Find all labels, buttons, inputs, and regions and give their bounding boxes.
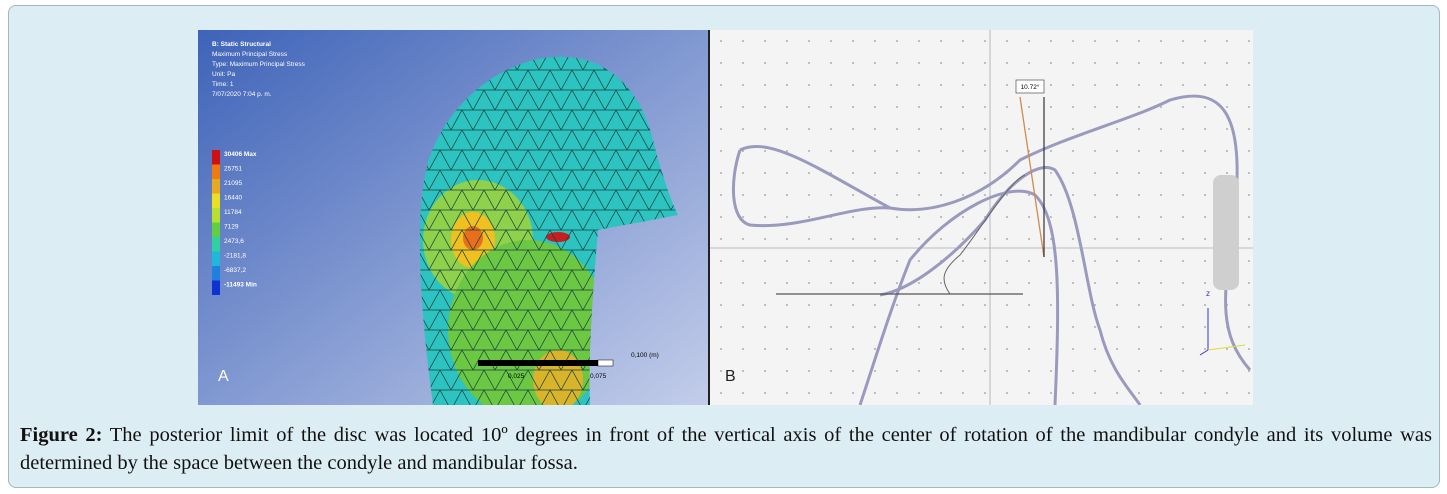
header-line: B: Static Structural	[212, 41, 271, 48]
legend-label: 2473,6	[224, 238, 244, 245]
figure-image: B: Static Structural Maximum Principal S…	[198, 30, 1253, 405]
caption-label: Figure 2:	[20, 424, 102, 446]
legend-label: 30406 Max	[224, 151, 257, 158]
scale-label: 0,075	[590, 373, 607, 380]
legend-swatch	[212, 150, 220, 165]
axis-label: z	[1206, 289, 1210, 298]
legend-swatch	[212, 223, 220, 238]
legend-label: 25751	[224, 166, 242, 173]
page: B: Static Structural Maximum Principal S…	[0, 0, 1447, 494]
legend-swatch	[212, 252, 220, 267]
legend-swatch	[212, 194, 220, 209]
panel-label: A	[218, 368, 229, 385]
caption-text: The posterior limit of the disc was loca…	[20, 424, 1432, 474]
legend-label: 21095	[224, 180, 242, 187]
legend-label: 11784	[224, 209, 242, 216]
legend-swatch	[212, 179, 220, 194]
header-line: Unit: Pa	[212, 71, 236, 78]
legend-swatch	[212, 165, 220, 180]
legend-swatch	[212, 208, 220, 223]
panel-a: B: Static Structural Maximum Principal S…	[198, 30, 708, 405]
legend-label: 16440	[224, 195, 242, 202]
legend-label: -2181,8	[224, 253, 246, 260]
scale-label: 0,025	[508, 373, 525, 380]
angle-label: 10.72°	[1021, 83, 1040, 91]
legend-swatch	[212, 266, 220, 281]
caption: Figure 2: The posterior limit of the dis…	[20, 421, 1432, 477]
legend-label: -6837,2	[224, 267, 246, 274]
panel-label: B	[725, 368, 736, 385]
header-line: Maximum Principal Stress	[212, 51, 288, 58]
legend-label: 7129	[224, 224, 239, 231]
header-line: Time: 1	[212, 81, 234, 88]
scale-label: 0,100 (m)	[631, 352, 659, 359]
legend-swatch	[212, 281, 220, 296]
legend-label: -11493 Min	[224, 282, 257, 289]
header-line: 7/07/2020 7:04 p. m.	[212, 91, 272, 98]
header-line: Type: Maximum Principal Stress	[212, 61, 306, 68]
legend-swatch	[212, 237, 220, 252]
panel-b: 10.72° z B	[710, 30, 1253, 405]
